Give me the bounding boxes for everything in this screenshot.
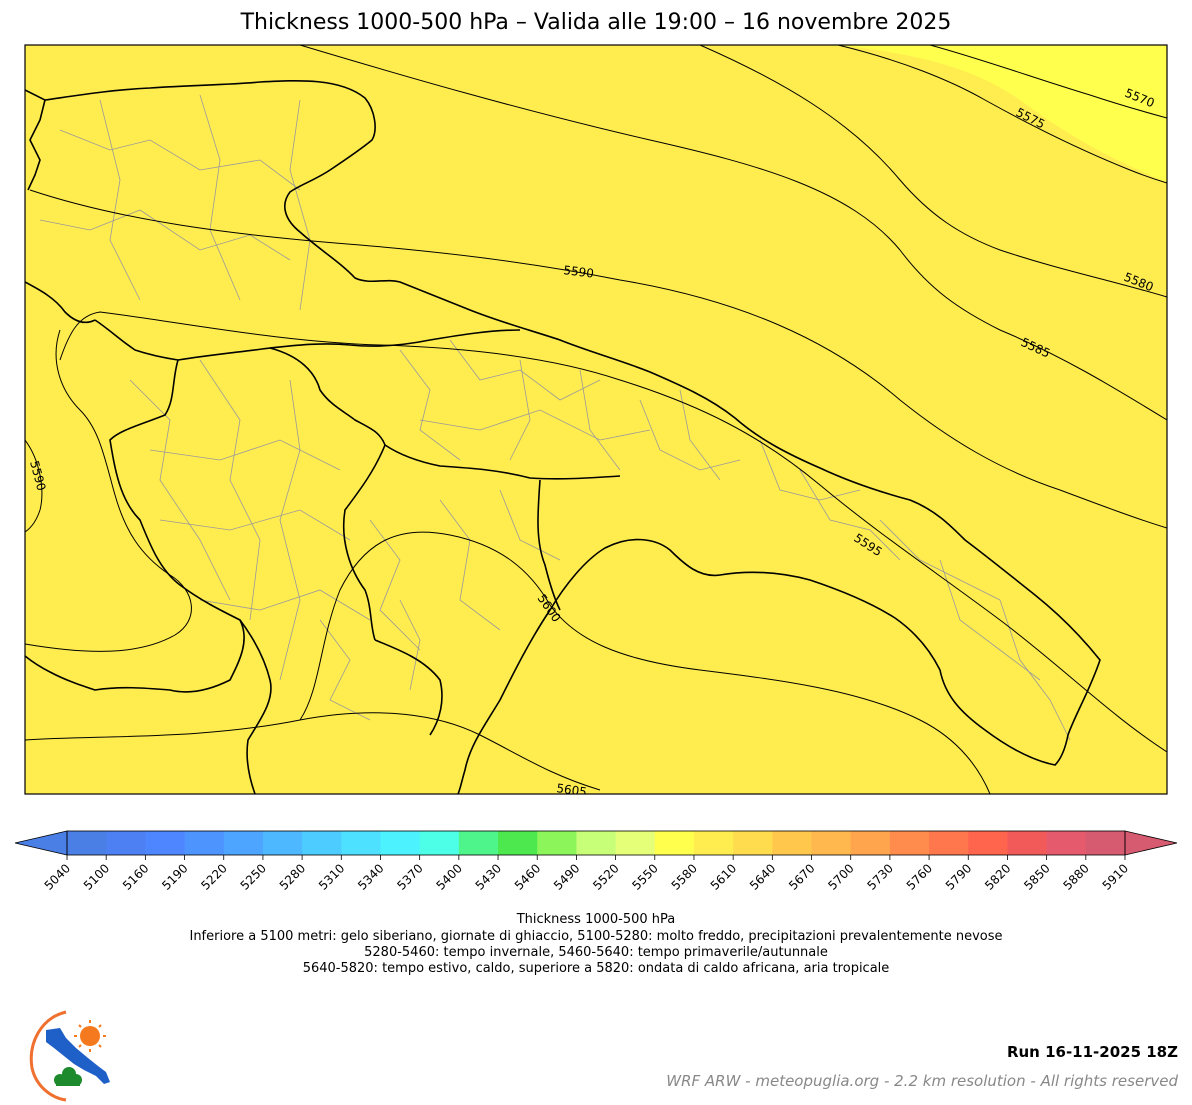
contour-5600-b [299,531,991,794]
colorbar-tick-label: 5400 [433,861,464,892]
contour-label-5590-a: 5590 [563,263,595,281]
colorbar-segment [341,831,381,855]
colorbar-tick-label: 5670 [786,861,817,892]
sun-icon [80,1026,100,1046]
colorbar-segment [184,831,225,855]
contour-label-5605: 5605 [556,781,588,799]
colorbar-segment [145,831,186,855]
colorbar-segment [498,831,538,855]
colorbar-segment [929,831,969,855]
colorbar-tick-label: 5520 [590,861,621,892]
meteopuglia-logo [29,1010,110,1102]
colorbar-segment [772,831,813,855]
colorbar-tick-label: 5610 [708,861,739,892]
credit-text: WRF ARW - meteopuglia.org - 2.2 km resol… [666,1072,1178,1090]
colorbar-tick-label: 5310 [316,861,347,892]
colorbar-tick-label: 5580 [669,861,700,892]
colorbar-segment [850,831,891,855]
high-thickness-band [838,45,1167,182]
colorbar-segment [1085,831,1126,855]
colorbar-tick-label: 5460 [512,861,543,892]
colorbar-segment [889,831,930,855]
colorbar-desc-line-1: Inferiore a 5100 metri: gelo siberiano, … [189,929,1003,944]
colorbar-label: Thickness 1000-500 hPa [516,912,676,927]
colorbar-segment [458,831,499,855]
contour-5600 [25,329,192,652]
colorbar-tick-label: 5100 [81,861,112,892]
colorbar-tick-label: 5250 [238,861,269,892]
colorbar-segment [537,831,577,855]
colorbar-ticks: 5040 5100 5160 5190 5220 5250 5280 5310 5340 5370… [42,855,1131,893]
colorbar-segments [67,831,1126,855]
contour-5605 [25,712,601,791]
contour-5570 [929,45,1167,119]
colorbar-tick-label: 5820 [982,861,1013,892]
colorbar-tick-label: 5550 [629,861,660,892]
colorbar-tick-label: 5730 [865,861,896,892]
contour-5595 [59,311,1167,753]
colorbar: 5040 5100 5160 5190 5220 5250 5280 5310 5340 5370… [14,830,1178,893]
colorbar-over-arrow [1124,830,1178,856]
colorbar-under-arrow [14,830,68,856]
colorbar-tick-label: 5910 [1100,861,1131,892]
logo-arc-icon [29,1010,67,1102]
colorbar-tick-label: 5700 [825,861,856,892]
colorbar-tick-label: 5040 [42,861,73,892]
colorbar-segment [223,831,264,855]
colorbar-segment [106,831,146,855]
run-label: Run 16-11-2025 18Z [1006,1043,1178,1061]
colorbar-segment [262,831,303,855]
contour-5590-a [29,189,1167,529]
map-frame [24,44,1168,795]
colorbar-tick-label: 5160 [120,861,151,892]
admin-boundaries [39,94,1071,741]
colorbar-segment [733,831,773,855]
contour-5590-b [25,439,43,533]
colorbar-tick-label: 5490 [551,861,582,892]
colorbar-segment [693,831,734,855]
colorbar-segment [615,831,656,855]
colorbar-desc-line-2: 5280-5460: tempo invernale, 5460-5640: t… [364,945,828,960]
colorbar-tick-label: 5880 [1060,861,1091,892]
colorbar-tick-label: 5640 [747,861,778,892]
thickness-map: 5570 5575 5580 5585 5590 5590 5595 5600 … [24,44,1168,799]
colorbar-segment [380,831,421,855]
colorbar-tick-label: 5850 [1021,861,1052,892]
contour-5585 [299,45,1167,421]
colorbar-tick-label: 5280 [277,861,308,892]
contour-lines [25,45,1167,794]
puglia-shape-icon [46,1028,110,1084]
contour-5580 [699,45,1167,298]
colorbar-tick-label: 5790 [943,861,974,892]
colorbar-tick-label: 5430 [473,861,504,892]
contour-5575 [837,45,1167,184]
colorbar-segment [576,831,617,855]
colorbar-desc-line-3: 5640-5820: tempo estivo, caldo, superior… [302,961,890,976]
colorbar-tick-label: 5220 [198,861,229,892]
colorbar-segment [1007,831,1048,855]
map-background [25,45,1167,794]
colorbar-tick-label: 5370 [394,861,425,892]
colorbar-tick-label: 5760 [904,861,935,892]
chart-title: Thickness 1000-500 hPa – Valida alle 19:… [240,10,952,35]
colorbar-segment [968,831,1008,855]
colorbar-segment [811,831,852,855]
coastlines [25,80,1101,794]
colorbar-tick-label: 5340 [355,861,386,892]
colorbar-segment [302,831,342,855]
colorbar-segment [67,831,107,855]
colorbar-segment [419,831,460,855]
colorbar-frame [66,830,1126,856]
colorbar-segment [1046,831,1087,855]
colorbar-tick-label: 5190 [159,861,190,892]
colorbar-segment [654,831,695,855]
